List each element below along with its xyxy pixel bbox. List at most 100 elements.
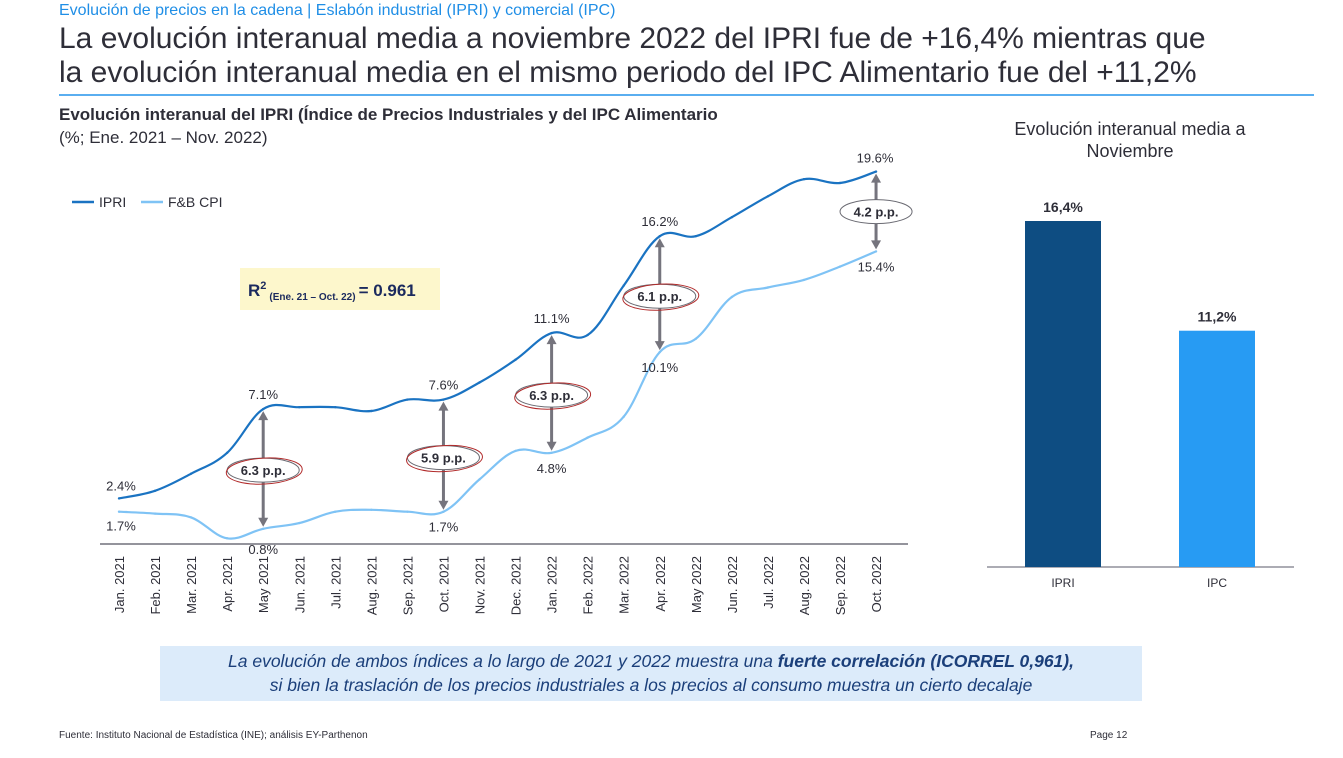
callout-text-regular: La evolución de ambos índices a lo largo… bbox=[228, 651, 778, 671]
fb-cpi-point bbox=[730, 295, 734, 299]
gap-annotation: 4.2 p.p. bbox=[839, 173, 913, 250]
bar-value-label: 16,4% bbox=[1043, 199, 1083, 215]
page-number: Page 12 bbox=[1090, 730, 1128, 741]
x-tick-label: May 2022 bbox=[689, 556, 704, 613]
x-tick-label: Oct. 2022 bbox=[869, 556, 884, 612]
fb-cpi-point bbox=[514, 449, 517, 453]
x-tick-label: Dec. 2021 bbox=[509, 556, 524, 615]
fb-cpi-point bbox=[153, 512, 157, 515]
series-fb-cpi-line bbox=[118, 250, 877, 540]
x-tick-label: Jul. 2022 bbox=[761, 556, 776, 609]
gap-label: 6.3 p.p. bbox=[241, 463, 286, 478]
fb-cpi-data-label: 4.8% bbox=[537, 461, 567, 476]
data-labels: 2.4% 7.1% 7.6% 11.1% 16.2% 19.6% 1.7% 0.8% 1.7% 4… bbox=[106, 151, 895, 557]
ipri-data-label: 7.6% bbox=[429, 378, 459, 393]
gap-label: 6.1 p.p. bbox=[637, 289, 682, 304]
headline-divider bbox=[59, 94, 1314, 96]
x-tick-label: Jan. 2021 bbox=[112, 556, 127, 613]
fb-cpi-point bbox=[189, 516, 193, 519]
ipri-point bbox=[442, 398, 445, 401]
arrow-down-icon bbox=[546, 441, 557, 451]
red-circle-annotation bbox=[622, 283, 700, 311]
headline-line-2: la evolución interanual media en el mism… bbox=[59, 56, 1197, 89]
bars: 16,4% IPRI 11,2% IPC bbox=[1025, 199, 1255, 590]
ipri-data-label: 2.4% bbox=[106, 478, 136, 493]
series-ipri-line bbox=[118, 170, 877, 500]
x-tick-label: Feb. 2021 bbox=[148, 556, 163, 615]
ipri-point bbox=[622, 284, 625, 287]
ipri-point bbox=[514, 358, 517, 361]
ipri-point bbox=[117, 497, 121, 500]
ipri-point bbox=[694, 235, 697, 238]
fb-cpi-point bbox=[802, 278, 806, 282]
ipri-data-label: 7.1% bbox=[248, 387, 278, 402]
arrow-down-icon bbox=[871, 240, 882, 250]
fb-cpi-point bbox=[225, 537, 229, 540]
fb-cpi-data-label: 10.1% bbox=[641, 360, 678, 375]
fb-cpi-point bbox=[117, 510, 121, 513]
red-circle-annotation bbox=[225, 457, 303, 485]
x-tick-label: Feb. 2022 bbox=[581, 556, 596, 615]
x-axis-ticks: Jan. 2021 Feb. 2021 Mar. 2021 Apr. 2021 May … bbox=[112, 556, 884, 615]
fb-cpi-point bbox=[370, 508, 373, 511]
arrow-down-icon bbox=[654, 341, 665, 351]
x-tick-label: Oct. 2021 bbox=[436, 556, 451, 612]
ipri-point bbox=[189, 472, 193, 475]
ipri-point bbox=[838, 181, 842, 185]
chart-legend: IPRI F&B CPI bbox=[72, 194, 222, 210]
x-tick-label: Apr. 2022 bbox=[653, 556, 668, 612]
bar-category-label: IPRI bbox=[1051, 576, 1074, 590]
x-tick-label: Nov. 2021 bbox=[473, 556, 488, 614]
fb-cpi-data-label: 1.7% bbox=[429, 520, 459, 535]
gap-annotation: 6.3 p.p. bbox=[514, 335, 592, 451]
ipri-point bbox=[730, 216, 734, 219]
r2-label: R2(Ene. 21 – Oct. 22) = 0.961 bbox=[248, 280, 416, 303]
ipri-point bbox=[262, 407, 265, 411]
callout-text: La evolución de ambos índices a lo largo… bbox=[160, 646, 1142, 697]
ipri-point bbox=[406, 398, 409, 401]
x-tick-label: May 2021 bbox=[256, 556, 271, 613]
x-tick-label: Jul. 2021 bbox=[328, 556, 343, 609]
fb-cpi-point bbox=[874, 250, 878, 253]
fb-cpi-point bbox=[658, 350, 661, 354]
x-tick-label: Apr. 2021 bbox=[220, 556, 235, 612]
ipri-data-label: 19.6% bbox=[857, 151, 894, 166]
arrow-down-icon bbox=[438, 500, 449, 510]
bar-ipri bbox=[1025, 221, 1101, 567]
x-tick-label: Jun. 2022 bbox=[725, 556, 740, 613]
x-tick-label: Mar. 2021 bbox=[184, 556, 199, 614]
ipri-point bbox=[802, 178, 806, 181]
fb-cpi-point bbox=[334, 510, 337, 513]
key-insight-callout: La evolución de ambos índices a lo largo… bbox=[160, 646, 1142, 701]
page-headline: La evolución interanual media a noviembr… bbox=[59, 22, 1319, 90]
bar-category-label: IPC bbox=[1207, 576, 1227, 590]
x-tick-label: Aug. 2022 bbox=[797, 556, 812, 615]
fb-cpi-point bbox=[766, 286, 770, 289]
x-tick-label: Sep. 2022 bbox=[833, 556, 848, 615]
line-chart-subtitle: (%; Ene. 2021 – Nov. 2022) bbox=[59, 128, 268, 147]
ipri-point bbox=[334, 406, 337, 409]
ipri-point bbox=[586, 333, 589, 337]
gap-annotation: 6.1 p.p. bbox=[622, 238, 700, 351]
ipri-point bbox=[225, 451, 229, 454]
gap-annotation: 5.9 p.p. bbox=[406, 401, 483, 510]
ipri-data-label: 11.1% bbox=[534, 311, 570, 326]
ipri-point bbox=[153, 489, 157, 492]
fb-cpi-data-label: 15.4% bbox=[858, 259, 895, 274]
ipri-point bbox=[658, 235, 661, 238]
ipri-point bbox=[766, 195, 770, 198]
arrow-up-icon bbox=[871, 173, 882, 183]
gap-annotations: 6.3 p.p. 5.9 p.p. 6.3 p.p. 6.1 p.p. 4.2 p.p. bbox=[225, 173, 913, 527]
section-kicker: Evolución de precios en la cadena | Esla… bbox=[59, 2, 616, 19]
fb-cpi-point bbox=[622, 415, 625, 418]
red-circle-annotation bbox=[406, 444, 483, 473]
gap-annotation: 6.3 p.p. bbox=[225, 411, 303, 527]
arrow-up-icon bbox=[654, 238, 665, 248]
callout-text-bold: fuerte correlación (ICORREL 0,961), bbox=[777, 651, 1074, 671]
legend-ipri-label: IPRI bbox=[99, 194, 126, 210]
fb-cpi-point bbox=[838, 265, 842, 268]
gap-label: 4.2 p.p. bbox=[854, 205, 899, 220]
fb-cpi-point bbox=[694, 337, 697, 340]
ipri-point bbox=[478, 381, 481, 384]
